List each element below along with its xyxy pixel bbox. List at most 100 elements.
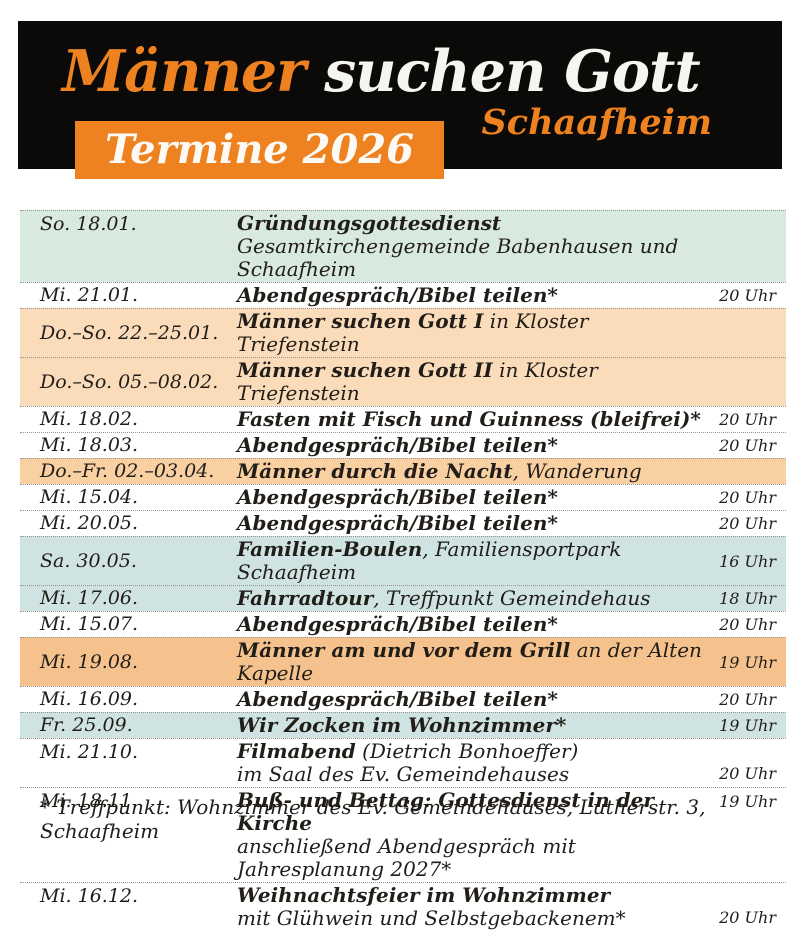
table-row: So. 18.01. Gründungsgottesdienst Gesamtkir… — [20, 210, 786, 282]
event-date: Mi. 17.06. — [40, 587, 139, 609]
event-title: Fasten mit Fisch und Guinness (bleifrei)… — [237, 407, 701, 431]
event-date: Sa. 30.05. — [40, 549, 137, 572]
event-time: 20 Uhr — [719, 488, 776, 507]
event-date: Mi. 15.07. — [40, 613, 139, 635]
event-title: Fahrradtour — [237, 586, 374, 610]
table-row: Mi. 16.12. Weihnachtsfeier im Wohnzimmer m… — [20, 882, 786, 931]
event-title: Abendgespräch/Bibel teilen* — [237, 612, 558, 636]
event-time: 20 Uhr — [719, 410, 776, 429]
event-date: Do.–So. 05.–08.02. — [40, 370, 219, 393]
year-badge: Termine 2026 — [75, 121, 445, 179]
event-description: Gründungsgottesdienst Gesamtkirchengemein… — [237, 212, 712, 281]
footer-note: * Treffpunkt: Wohnzimmer des Ev. Gemeind… — [20, 787, 786, 843]
table-row: Mi. 15.07. Abendgespräch/Bibel teilen* 20 … — [20, 611, 786, 637]
event-time: 20 Uhr — [719, 908, 776, 927]
event-time: 20 Uhr — [719, 286, 776, 305]
event-date: Mi. 15.04. — [40, 486, 139, 508]
event-detail: in Kloster Triefenstein — [237, 358, 598, 405]
table-row: Do.–So. 22.–25.01. Männer suchen Gott I i… — [20, 308, 786, 357]
event-title-line: Weihnachtsfeier im Wohnzimmer — [237, 884, 712, 907]
table-row: Do.–Fr. 02.–03.04. Männer durch die Nacht… — [20, 458, 786, 484]
table-row: Mi. 20.05. Abendgespräch/Bibel teilen* 20 … — [20, 510, 786, 536]
event-time: 16 Uhr — [719, 551, 776, 571]
event-detail: in Kloster Triefenstein — [237, 309, 589, 356]
event-description: Abendgespräch/Bibel teilen* — [237, 434, 712, 457]
event-time: 19 Uhr — [719, 716, 776, 735]
event-date: Mi. 21.10. — [40, 741, 139, 763]
event-date: Mi. 18.11. — [40, 790, 139, 812]
event-title-line: Abendgespräch/Bibel teilen* — [237, 512, 712, 535]
event-subline: im Saal des Ev. Gemeindehauses — [237, 762, 570, 786]
event-title-line: Gründungsgottesdienst — [237, 212, 712, 235]
event-title-line: Abendgespräch/Bibel teilen* — [237, 688, 712, 711]
event-title: Filmabend — [237, 739, 356, 763]
event-title: Abendgespräch/Bibel teilen* — [237, 687, 558, 711]
event-date: Mi. 20.05. — [40, 512, 139, 534]
event-description: Abendgespräch/Bibel teilen* — [237, 688, 712, 711]
event-time: 20 Uhr — [719, 514, 776, 533]
event-description: Abendgespräch/Bibel teilen* — [237, 486, 712, 509]
event-description: Fahrradtour, Treffpunkt Gemeindehaus — [237, 587, 712, 610]
event-description: Abendgespräch/Bibel teilen* — [237, 613, 712, 636]
event-detail: an der Alten Kapelle — [237, 638, 702, 685]
table-row: Sa. 30.05. Familien-Boulen, Familiensport… — [20, 536, 786, 585]
table-row: Mi. 15.04. Abendgespräch/Bibel teilen* 20 … — [20, 484, 786, 510]
event-detail: , Treffpunkt Gemeindehaus — [373, 586, 651, 610]
event-date: Fr. 25.09. — [40, 714, 133, 736]
event-detail: , Familiensportpark Schaafheim — [237, 537, 622, 584]
event-description: Abendgespräch/Bibel teilen* — [237, 512, 712, 535]
event-title-line: Abendgespräch/Bibel teilen* — [237, 284, 712, 307]
event-title: Männer suchen Gott II — [237, 358, 493, 382]
table-row: Mi. 21.10. Filmabend (Dietrich Bonhoeffer… — [20, 738, 786, 787]
event-description: Männer am und vor dem Grill an der Alten… — [237, 639, 712, 685]
event-time: 19 Uhr — [719, 652, 776, 672]
event-description: Familien-Boulen, Familiensportpark Schaa… — [237, 538, 712, 584]
table-row: Mi. 18.03. Abendgespräch/Bibel teilen* 20 … — [20, 432, 786, 458]
event-date: Mi. 18.03. — [40, 434, 139, 456]
table-row: Mi. 18.02. Fasten mit Fisch und Guinness … — [20, 406, 786, 432]
event-date: So. 18.01. — [40, 213, 137, 235]
event-title-line: Fasten mit Fisch und Guinness (bleifrei)… — [237, 408, 712, 431]
event-date: Do.–So. 22.–25.01. — [40, 321, 219, 344]
event-detail: , Wanderung — [512, 459, 642, 483]
event-title: Männer durch die Nacht — [237, 459, 513, 483]
event-title-line: Männer am und vor dem Grill an der Alten… — [237, 639, 712, 685]
event-title: Abendgespräch/Bibel teilen* — [237, 511, 558, 535]
event-time: 20 Uhr — [719, 436, 776, 455]
event-title-line: Filmabend (Dietrich Bonhoeffer) — [237, 740, 712, 763]
event-description: Weihnachtsfeier im Wohnzimmer mit Glühwei… — [237, 884, 712, 930]
event-time: 19 Uhr — [719, 792, 776, 811]
event-time: 20 Uhr — [719, 690, 776, 709]
event-date: Mi. 19.08. — [40, 650, 139, 673]
event-date: Mi. 16.09. — [40, 688, 139, 710]
event-description: Männer suchen Gott II in Kloster Triefen… — [237, 359, 712, 405]
header-band: Männer suchen Gott Schaafheim Termine 20… — [18, 21, 782, 179]
page-title-rest: suchen Gott — [305, 38, 701, 105]
event-title-line: Familien-Boulen, Familiensportpark Schaa… — [237, 538, 712, 584]
table-row: Mi. 19.08. Männer am und vor dem Grill an… — [20, 637, 786, 686]
event-title-line: Abendgespräch/Bibel teilen* — [237, 486, 712, 509]
table-row: Do.–So. 05.–08.02. Männer suchen Gott II … — [20, 357, 786, 406]
page-subtitle: Schaafheim — [481, 102, 713, 143]
event-date: Mi. 18.02. — [40, 408, 139, 430]
event-date: Do.–Fr. 02.–03.04. — [40, 460, 215, 482]
page-title: Männer suchen Gott — [62, 43, 701, 100]
event-description: Fasten mit Fisch und Guinness (bleifrei)… — [237, 408, 712, 431]
event-time: 20 Uhr — [719, 615, 776, 634]
event-title: Männer am und vor dem Grill — [237, 638, 571, 662]
event-title-line: Wir Zocken im Wohnzimmer* — [237, 714, 712, 737]
event-date: Mi. 21.01. — [40, 284, 139, 306]
event-title: Wir Zocken im Wohnzimmer* — [237, 713, 567, 737]
event-subline: Gesamtkirchengemeinde Babenhausen und Sc… — [237, 234, 679, 281]
table-row: Mi. 17.06. Fahrradtour, Treffpunkt Gemein… — [20, 585, 786, 611]
event-date: Mi. 16.12. — [40, 885, 139, 907]
table-row: Fr. 25.09. Wir Zocken im Wohnzimmer* 19 Uh… — [20, 712, 786, 738]
event-description: Wir Zocken im Wohnzimmer* — [237, 714, 712, 737]
page-title-accent: Männer — [62, 38, 306, 105]
event-title-line: Männer durch die Nacht, Wanderung — [237, 460, 712, 483]
event-title-line: Männer suchen Gott I in Kloster Triefens… — [237, 310, 712, 356]
event-title: Abendgespräch/Bibel teilen* — [237, 433, 558, 457]
event-description: Männer durch die Nacht, Wanderung — [237, 460, 712, 483]
event-title-line: Männer suchen Gott II in Kloster Triefen… — [237, 359, 712, 405]
event-title-line: Abendgespräch/Bibel teilen* — [237, 434, 712, 457]
